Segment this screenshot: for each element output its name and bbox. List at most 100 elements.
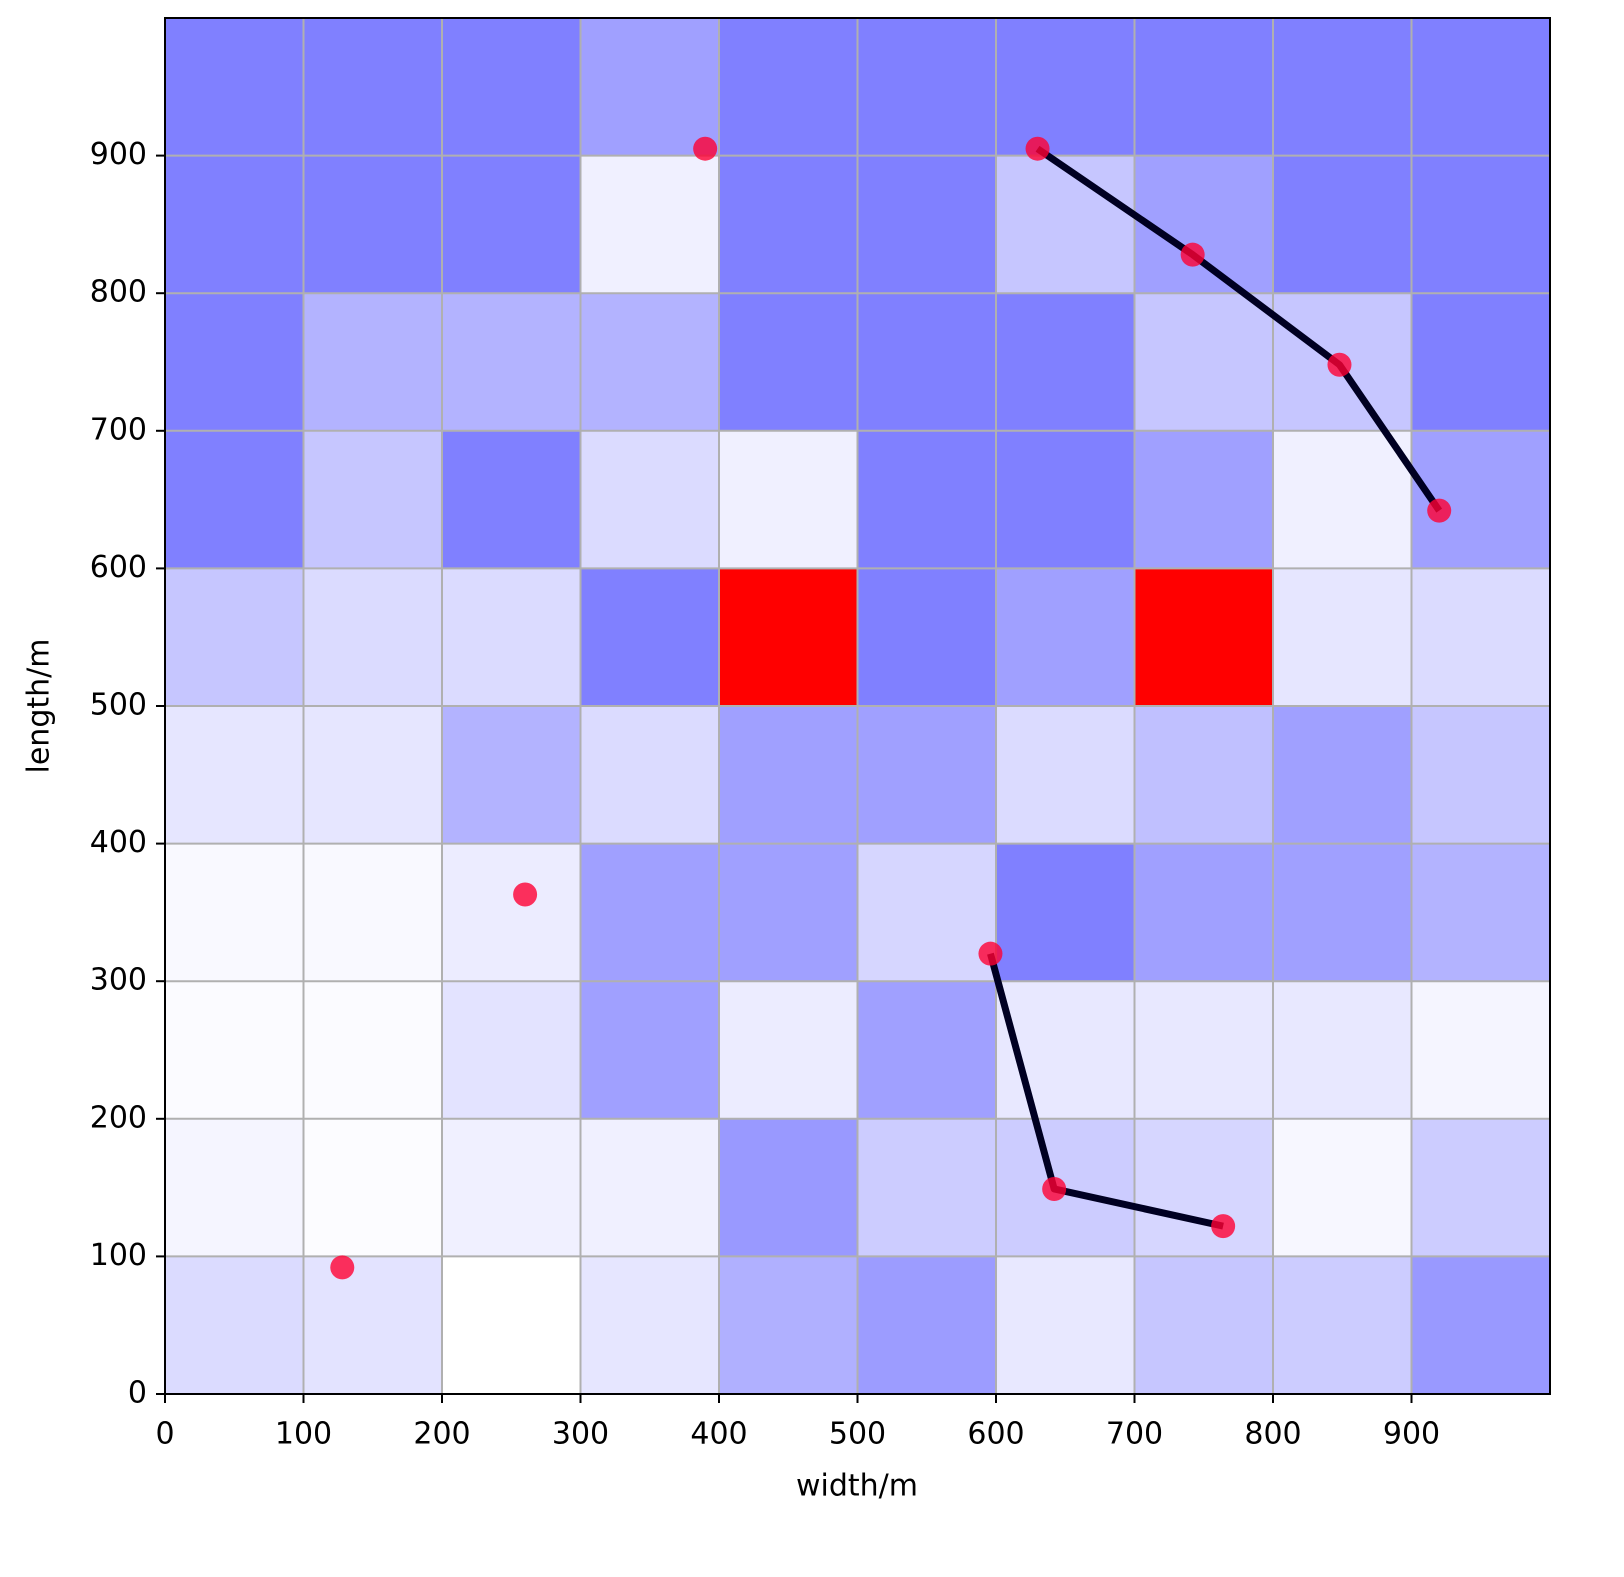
- heat-cell: [303, 155, 442, 294]
- point: [1327, 352, 1352, 377]
- heat-cell: [580, 1256, 719, 1394]
- heat-cell: [580, 981, 719, 1119]
- heat-cell: [442, 843, 581, 982]
- heat-cell: [857, 1256, 996, 1394]
- heat-cell: [303, 18, 442, 156]
- heat-cell: [303, 293, 442, 431]
- heat-cell: [996, 155, 1135, 294]
- heat-cell: [303, 430, 442, 569]
- heat-cell: [719, 293, 858, 431]
- heat-cell: [580, 843, 719, 982]
- heat-cell: [442, 155, 581, 294]
- heat-cell: [165, 18, 304, 156]
- heat-cell: [719, 1118, 858, 1257]
- y-tick-label: 400: [90, 825, 147, 860]
- heat-cell: [1411, 18, 1550, 156]
- heat-cell: [1134, 1118, 1273, 1257]
- heat-cell: [996, 706, 1135, 844]
- heat-cell: [165, 1256, 304, 1394]
- heat-cell: [580, 155, 719, 294]
- heat-cell: [1411, 843, 1550, 982]
- heat-cell: [580, 568, 719, 706]
- heat-cell: [1411, 568, 1550, 706]
- heat-cell: [857, 981, 996, 1119]
- heat-cell: [719, 706, 858, 844]
- heat-cell: [1411, 155, 1550, 294]
- heat-cell: [857, 18, 996, 156]
- x-tick-label: 100: [275, 1417, 332, 1452]
- heat-cell: [1134, 1256, 1273, 1394]
- heat-cell: [719, 155, 858, 294]
- heat-cell: [1134, 568, 1273, 706]
- heat-cell: [580, 18, 719, 156]
- y-tick-label: 700: [90, 412, 147, 447]
- heat-cell: [442, 1256, 581, 1394]
- heat-cell: [580, 430, 719, 569]
- heat-cell: [1411, 706, 1550, 844]
- y-tick-label: 300: [90, 963, 147, 998]
- y-axis-label: length/m: [22, 639, 57, 774]
- heat-cell: [1273, 155, 1412, 294]
- heat-cell: [442, 981, 581, 1119]
- y-tick-label: 800: [90, 275, 147, 310]
- heat-cell: [857, 706, 996, 844]
- x-tick-label: 400: [690, 1417, 747, 1452]
- point: [513, 882, 538, 907]
- x-tick-label: 200: [413, 1417, 470, 1452]
- heat-cell: [719, 1256, 858, 1394]
- heat-cell: [1134, 155, 1273, 294]
- x-tick-label: 500: [829, 1417, 886, 1452]
- x-tick-label: 600: [967, 1417, 1024, 1452]
- heat-cell: [857, 155, 996, 294]
- heat-cell: [1273, 843, 1412, 982]
- heat-cell: [719, 843, 858, 982]
- heat-cell: [442, 18, 581, 156]
- y-tick-label: 500: [90, 688, 147, 723]
- heat-cell: [996, 430, 1135, 569]
- heat-cell: [303, 706, 442, 844]
- heat-cell: [165, 1118, 304, 1257]
- heat-cell: [442, 1118, 581, 1257]
- point: [1427, 498, 1452, 523]
- heat-cell: [165, 981, 304, 1119]
- heat-cell: [857, 430, 996, 569]
- heat-cell: [1273, 1118, 1412, 1257]
- heat-cell: [1411, 293, 1550, 431]
- heat-cell: [719, 18, 858, 156]
- heat-cell: [1411, 981, 1550, 1119]
- heat-cell: [165, 568, 304, 706]
- heat-cell: [303, 843, 442, 982]
- heat-cell: [1273, 981, 1412, 1119]
- heat-cell: [719, 568, 858, 706]
- heat-cell: [1134, 706, 1273, 844]
- heat-cell: [165, 706, 304, 844]
- path-line: [1035, 145, 1443, 513]
- heat-cell: [1134, 981, 1273, 1119]
- point: [1211, 1214, 1236, 1239]
- heat-cell: [165, 843, 304, 982]
- x-tick-label: 0: [155, 1417, 174, 1452]
- heat-cell: [719, 430, 858, 569]
- x-tick-label: 800: [1244, 1417, 1301, 1452]
- x-tick-label: 700: [1106, 1417, 1163, 1452]
- x-axis-label: width/m: [796, 1469, 918, 1504]
- x-tick-label: 900: [1383, 1417, 1440, 1452]
- heat-cell: [1134, 18, 1273, 156]
- heat-cell: [580, 706, 719, 844]
- point: [330, 1255, 355, 1280]
- point: [1180, 242, 1205, 267]
- point: [978, 941, 1003, 966]
- heat-cell: [857, 1118, 996, 1257]
- y-tick-label: 0: [128, 1376, 147, 1411]
- heat-cell: [719, 981, 858, 1119]
- y-tick-label: 900: [90, 137, 147, 172]
- y-tick-label: 200: [90, 1100, 147, 1135]
- heat-cell: [165, 293, 304, 431]
- heat-cell: [580, 293, 719, 431]
- heat-cell: [1134, 293, 1273, 431]
- heat-cell: [1134, 430, 1273, 569]
- heat-cell: [1411, 1118, 1550, 1257]
- heat-cell: [303, 568, 442, 706]
- heat-cell: [165, 155, 304, 294]
